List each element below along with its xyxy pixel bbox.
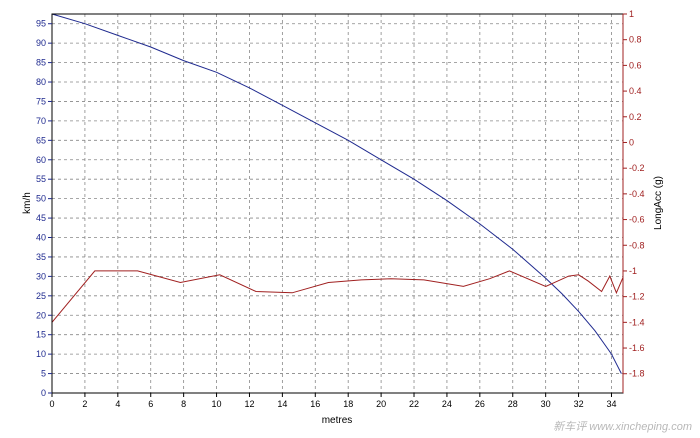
grid [52,14,623,393]
x-tick-label: 14 [277,399,287,409]
left-tick-label: 75 [36,96,46,106]
x-axis-label: metres [322,415,353,426]
left-tick-label: 20 [36,310,46,320]
x-tick-label: 32 [574,399,584,409]
right-axis-label: LongAcc (g) [653,176,664,230]
right-tick-label: -0.6 [629,215,645,225]
left-tick-label: 30 [36,271,46,281]
right-tick-label: -0.2 [629,163,645,173]
x-tick-label: 30 [541,399,551,409]
left-tick-label: 15 [36,330,46,340]
x-tick-label: 34 [606,399,616,409]
x-tick-label: 26 [475,399,485,409]
x-tick-label: 4 [115,399,120,409]
left-tick-label: 60 [36,155,46,165]
right-tick-label: -1.2 [629,292,645,302]
left-tick-label: 55 [36,174,46,184]
right-tick-label: 0.6 [629,60,642,70]
left-tick-label: 10 [36,349,46,359]
left-tick-label: 40 [36,233,46,243]
acc-series-line [51,270,624,323]
x-tick-label: 10 [212,399,222,409]
watermark: 新车评 www.xincheping.com [553,421,692,433]
x-tick-label: 22 [409,399,419,409]
right-tick-label: 0 [629,137,634,147]
left-axis-ticks: 0 5 10 15 20 25 30 35 40 45 50 55 60 65 70 75 80 85 90 95 [36,19,52,398]
right-axis-ticks: 1 0.8 0.6 0.4 0.2 0 -0.2 -0.4 -0.6 -0.8 -1 -1.2 -1.4… [622,9,645,393]
left-tick-label: 85 [36,58,46,68]
x-axis-ticks: 0 2 4 6 8 10 12 14 16 18 20 22 24 26 28 30 32 34 [49,393,616,409]
left-tick-label: 95 [36,19,46,29]
right-tick-label: 0.2 [629,112,642,122]
right-tick-label: -1.6 [629,343,645,353]
plot-area-background [52,14,623,393]
x-tick-label: 20 [376,399,386,409]
x-tick-label: 0 [49,399,54,409]
right-tick-label: -1.4 [629,317,645,327]
speed-series-line [51,13,622,374]
left-tick-label: 0 [41,388,46,398]
right-tick-label: 0.4 [629,86,642,96]
left-tick-label: 65 [36,135,46,145]
left-tick-label: 45 [36,213,46,223]
right-tick-label: 1 [629,9,634,19]
left-tick-label: 70 [36,116,46,126]
right-tick-label: -1.8 [629,369,645,379]
x-tick-label: 16 [310,399,320,409]
series-layer [51,13,624,374]
left-tick-label: 80 [36,77,46,87]
x-tick-label: 2 [82,399,87,409]
x-tick-label: 24 [442,399,452,409]
x-tick-label: 8 [181,399,186,409]
x-tick-label: 28 [508,399,518,409]
x-tick-label: 12 [244,399,254,409]
left-tick-label: 5 [41,369,46,379]
left-tick-label: 35 [36,252,46,262]
left-tick-label: 50 [36,194,46,204]
right-tick-label: -1 [629,266,637,276]
right-tick-label: -0.4 [629,189,645,199]
x-tick-label: 18 [343,399,353,409]
right-tick-label: 0.8 [629,35,642,45]
left-tick-label: 90 [36,38,46,48]
left-tick-label: 25 [36,291,46,301]
left-axis-label: km/h [22,192,33,214]
x-tick-label: 6 [148,399,153,409]
right-tick-label: -0.8 [629,240,645,250]
